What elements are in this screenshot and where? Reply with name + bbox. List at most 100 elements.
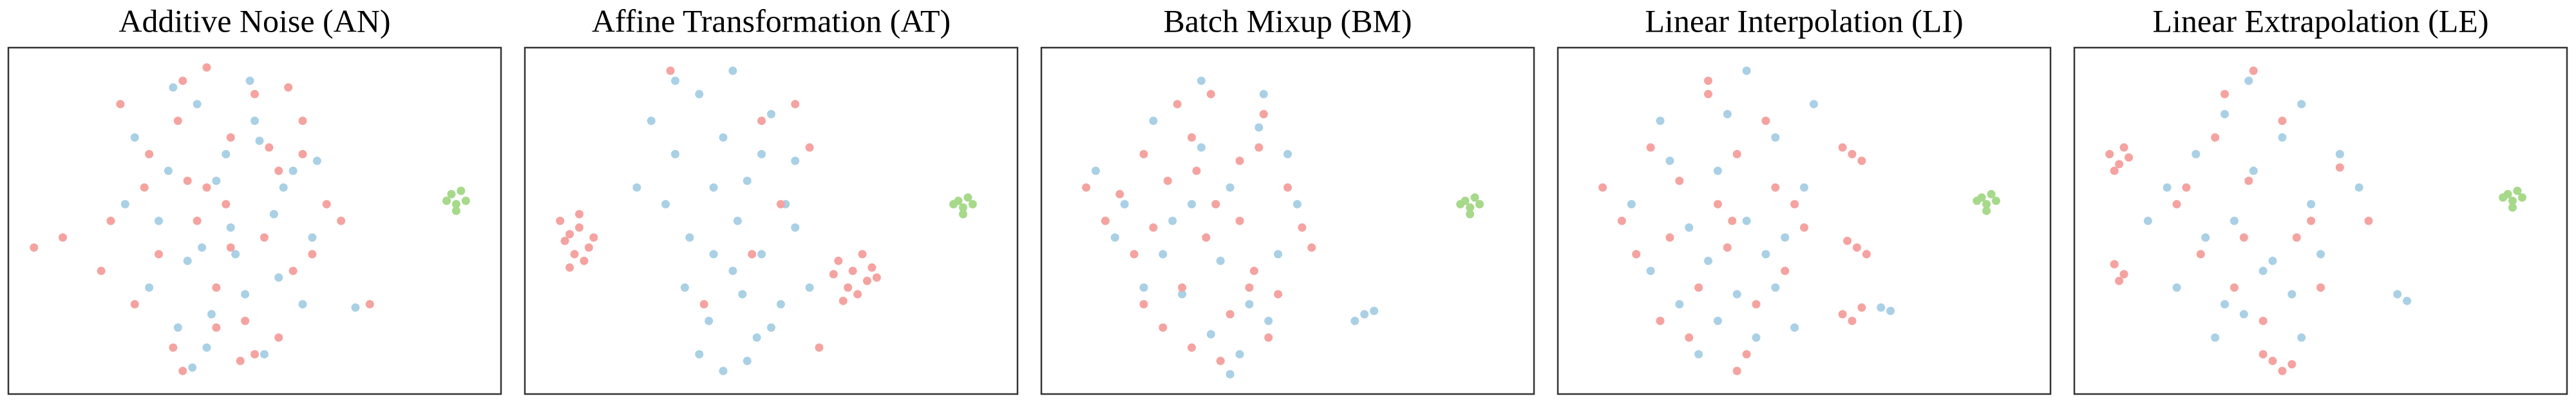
point [2211,133,2220,142]
point [757,117,766,126]
panel-title: Additive Noise (AN) [118,3,390,39]
point [1742,66,1751,75]
point [1120,200,1129,209]
point [1598,183,1607,192]
point [155,250,163,259]
point [2230,216,2239,225]
point [193,216,202,225]
point [1226,370,1235,379]
point [709,183,718,192]
point [241,290,250,299]
point [743,176,752,185]
point [2125,153,2133,162]
point [1159,250,1168,259]
point [193,100,202,109]
point [1848,149,1857,158]
point [245,76,254,85]
point [2201,233,2210,242]
point [743,357,752,366]
point [1264,333,1273,342]
point [2105,149,2114,158]
point [1665,233,1674,242]
point [120,200,129,209]
point [2307,200,2316,209]
point [1852,243,1861,252]
point [1192,166,1201,175]
point [844,283,853,292]
point [2259,316,2268,325]
point [442,196,451,205]
point [2196,250,2205,259]
point [1226,310,1235,319]
point [2239,233,2248,242]
point [1781,233,1790,242]
point [202,183,211,192]
point [867,263,876,272]
point [461,196,470,205]
point [2268,256,2277,265]
point [815,343,824,352]
point [733,216,742,225]
point [1139,149,1148,158]
point [863,276,871,285]
point [1761,250,1770,259]
point [212,323,221,332]
point [829,270,838,279]
point [457,186,466,195]
point [2307,216,2316,225]
point [1694,283,1703,292]
point [949,200,958,209]
point [337,216,346,225]
point [1790,323,1799,332]
panel-title: Linear Extrapolation (LE) [2153,3,2489,39]
point [1101,216,1110,225]
point [1293,200,1302,209]
point [556,216,565,225]
point [1656,316,1665,325]
point [680,283,689,292]
point [853,290,862,299]
point [1264,316,1273,325]
point [1360,310,1369,319]
point [757,149,766,158]
point [1206,89,1215,99]
point [848,267,857,276]
point [1226,183,1235,192]
point [1159,323,1168,332]
point [145,283,154,292]
point [260,233,269,242]
point [2110,259,2119,268]
point [1704,76,1712,85]
point [2115,276,2124,285]
point [312,156,321,165]
point [2335,163,2344,172]
point [97,267,106,276]
point [1886,306,1895,316]
point [274,273,283,282]
point [2513,186,2522,195]
panel-frame [2073,46,2568,395]
point [351,303,360,312]
point [805,143,814,152]
point [2508,203,2517,212]
point [1704,256,1712,265]
point [1617,216,1626,225]
point [1307,243,1316,252]
point [2192,149,2201,158]
point [251,350,259,359]
point [1188,133,1196,142]
point [1235,350,1244,359]
point [2316,250,2325,259]
point [2335,149,2344,158]
point [1857,303,1866,312]
point [1274,290,1283,299]
point [1713,316,1722,325]
point [145,149,154,158]
point [1632,250,1641,259]
point [59,233,67,242]
panel-frame [524,46,1019,395]
point [791,223,800,232]
point [661,200,670,209]
point [1809,100,1818,109]
